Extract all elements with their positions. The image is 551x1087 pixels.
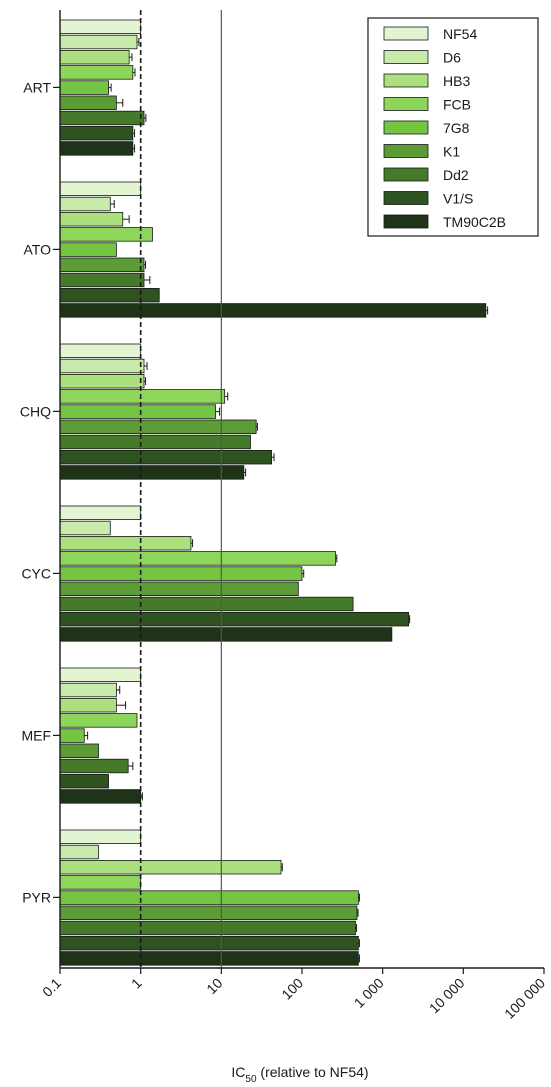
x-tick-label-100000: 100 000 [501,975,548,1022]
bars-layer [59,19,489,966]
bar-art-tm90c2b [59,141,134,156]
x-tick-label-10000: 10 000 [426,975,468,1017]
bar-chq-d6 [59,358,145,374]
legend-swatch-tm90c2b [383,214,429,229]
bar-pyr-7g8 [59,890,359,905]
bar-pyr-k1 [59,905,358,921]
x-axis-label-subscript: 50 [245,1074,257,1085]
legend-label-hb3: HB3 [443,73,470,89]
bar-ato-d6 [59,196,111,212]
bar-pyr-tm90c2b [59,951,359,966]
y-tick-label-art: ART [23,79,51,95]
x-tick-label-1000: 1 000 [351,975,387,1011]
bar-mef-v1s [59,774,109,789]
reference-lines-layer [139,10,222,968]
bar-chq-dd2 [59,434,251,450]
bar-ato-7g8 [59,242,117,257]
bar-cyc-d6 [59,520,111,536]
legend-label-nf54: NF54 [443,26,477,42]
legend-label-7g8: 7G8 [443,120,470,136]
bar-pyr-v1s [59,936,359,951]
bar-art-v1s [59,126,134,141]
bar-mef-hb3 [59,698,117,713]
bar-mef-7g8 [59,728,85,743]
legend-label-dd2: Dd2 [443,167,469,183]
bar-mef-nf54 [59,667,142,683]
bar-chq-7g8 [59,404,217,419]
bar-pyr-d6 [59,844,99,860]
legend-swatch-dd2 [383,167,429,182]
legend-label-v1s: V1/S [443,191,473,207]
bar-pyr-hb3 [59,860,282,875]
bar-ato-k1 [59,257,145,273]
bar-ato-nf54 [59,181,142,197]
bar-chq-v1s [59,449,273,465]
bar-ato-dd2 [59,272,145,288]
bar-mef-fcb [59,713,138,728]
y-tick-label-cyc: CYC [21,565,51,581]
bar-art-dd2 [59,110,145,126]
bar-art-k1 [59,95,117,111]
bar-cyc-tm90c2b [59,627,393,642]
bar-pyr-dd2 [59,920,356,936]
bar-cyc-v1s [59,612,410,627]
bar-art-nf54 [59,19,142,35]
x-tick-label-1: 1 [128,975,145,992]
x-axis-label-rest: (relative to NF54) [257,1064,369,1080]
bar-ato-fcb [59,227,153,242]
legend-label-k1: K1 [443,144,460,160]
y-tick-label-chq: CHQ [20,403,51,419]
bar-ato-v1s [59,287,160,303]
bar-cyc-hb3 [59,536,192,551]
bar-pyr-fcb [59,875,142,890]
bar-art-fcb [59,65,134,80]
bar-mef-tm90c2b [59,789,142,804]
bar-art-d6 [59,34,138,50]
bar-chq-hb3 [59,373,145,389]
bar-cyc-nf54 [59,505,142,521]
bar-art-hb3 [59,50,130,65]
x-axis-label-main: IC [231,1064,245,1080]
legend-swatch-v1s [383,191,429,205]
bar-cyc-fcb [59,551,336,566]
bar-ato-tm90c2b [59,303,487,318]
bar-cyc-dd2 [59,596,354,612]
legend-swatch-k1 [383,144,429,158]
bar-chq-fcb [59,389,226,404]
bar-chq-nf54 [59,343,142,359]
x-tick-label-10: 10 [203,975,225,997]
y-tick-label-ato: ATO [24,241,52,257]
x-tick-label-0.1: 0.1 [39,975,64,1000]
y-tick-label-pyr: PYR [22,889,51,905]
bar-cyc-k1 [59,581,299,597]
y-tick-label-mef: MEF [21,727,51,743]
bar-chq-tm90c2b [59,465,245,480]
legend-swatch-hb3 [383,73,429,88]
x-tick-label-100: 100 [278,975,306,1003]
bar-mef-k1 [59,743,99,759]
bar-pyr-nf54 [59,829,142,845]
bar-chq-k1 [59,419,257,435]
bar-art-7g8 [59,80,109,95]
legend: NF54 D6 HB3 FCB 7G8 K1 Dd2 V1/S TM90C2B [367,17,539,237]
legend-swatch-d6 [383,50,429,64]
legend-swatch-nf54 [383,26,429,41]
bar-ato-hb3 [59,211,124,227]
x-axis-label: IC50 (relative to NF54) [231,1064,368,1085]
bar-mef-d6 [59,682,117,698]
legend-swatch-7g8 [383,120,429,135]
legend-label-tm90c2b: TM90C2B [443,214,506,230]
bar-cyc-7g8 [59,566,303,581]
legend-swatch-fcb [383,97,429,111]
legend-label-fcb: FCB [443,97,471,113]
legend-label-d6: D6 [443,50,461,66]
bar-mef-dd2 [59,758,129,774]
